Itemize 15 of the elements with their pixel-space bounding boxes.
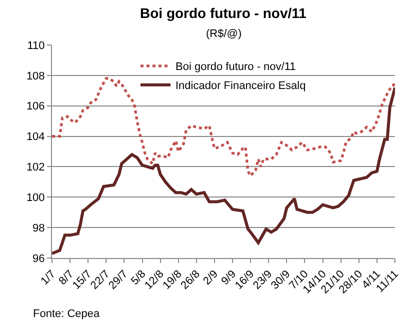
y-tick-label: 100: [26, 192, 45, 204]
source-note: Fonte: Cepea: [33, 308, 101, 320]
y-tick-label: 110: [27, 40, 45, 52]
x-tick-label: 1/7: [38, 268, 58, 288]
y-tick-label: 102: [26, 162, 45, 174]
y-tick-label: 104: [26, 131, 45, 144]
y-tick-label: 96: [32, 252, 45, 265]
legend-label: Boi gordo futuro - nov/11: [176, 61, 296, 74]
y-tick-label: 106: [26, 100, 45, 113]
chart-subtitle: (R$/@): [206, 28, 242, 40]
y-tick-label: 108: [26, 70, 45, 82]
legend-label: Indicador Financeiro Esalq: [176, 80, 306, 92]
x-tick-label: 2/9: [201, 268, 220, 288]
y-tick-label: 98: [32, 222, 45, 234]
chart-title: Boi gordo futuro - nov/11: [140, 5, 307, 21]
